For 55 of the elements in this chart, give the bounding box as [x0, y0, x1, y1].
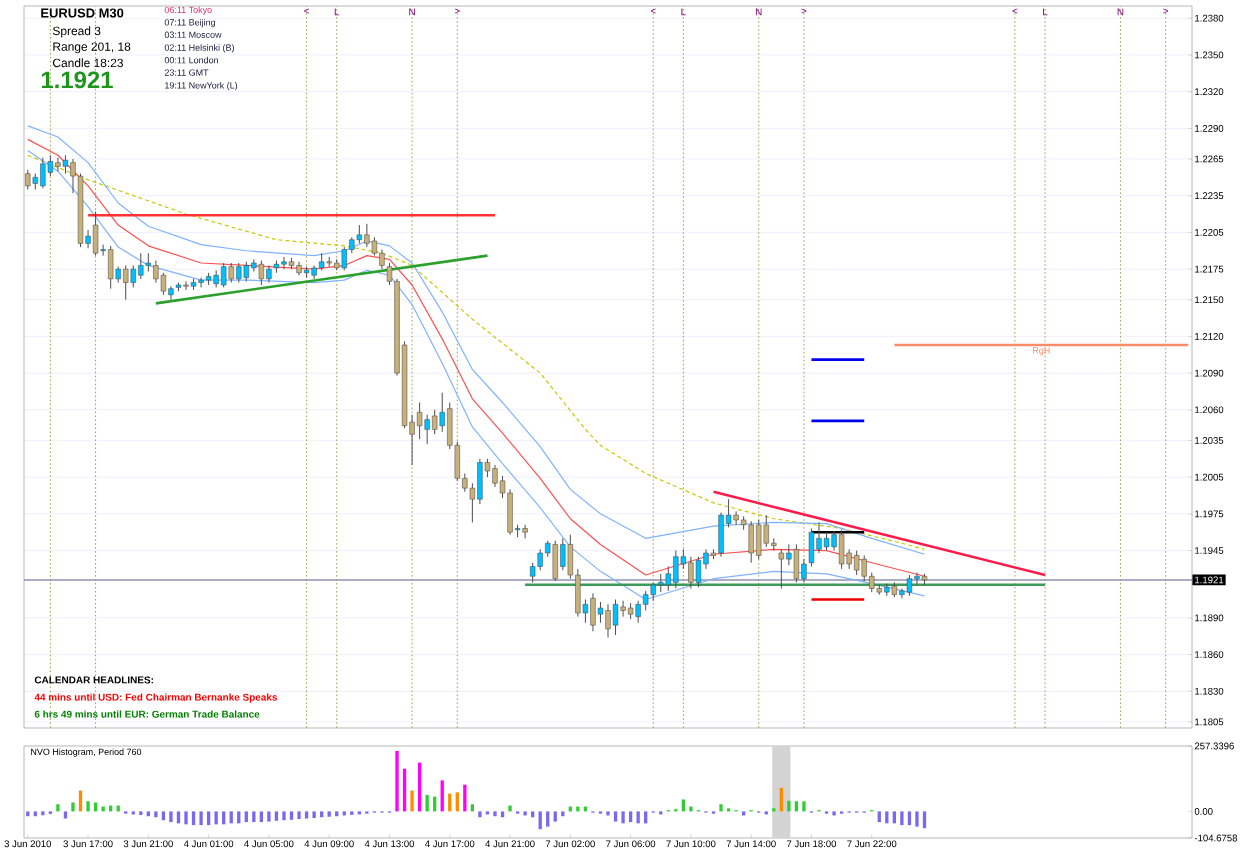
- candlestick: [424, 414, 430, 445]
- candlestick: [281, 256, 287, 270]
- candlestick: [364, 223, 370, 248]
- candlestick: [906, 574, 913, 597]
- candlestick: [145, 252, 151, 273]
- candlestick: [643, 590, 649, 612]
- candlestick: [522, 524, 528, 539]
- candlestick: [763, 514, 769, 548]
- candlestick: [138, 252, 144, 280]
- candlestick: [221, 262, 227, 288]
- candlestick: [153, 260, 159, 284]
- candlestick: [537, 548, 543, 571]
- candlestick: [673, 550, 679, 589]
- candlestick: [552, 540, 558, 582]
- candlestick: [612, 599, 619, 636]
- candlestick: [55, 157, 61, 172]
- candlestick: [183, 280, 189, 291]
- candlestick: [778, 548, 784, 589]
- candlestick: [733, 510, 739, 526]
- candlestick: [658, 573, 664, 593]
- candlestick: [823, 531, 830, 552]
- candlestick: [688, 556, 694, 589]
- candlestick: [25, 169, 31, 191]
- candlestick: [228, 262, 234, 284]
- candlestick: [695, 556, 702, 588]
- candlestick: [108, 245, 114, 290]
- candlestick: [130, 264, 136, 288]
- candlestick: [620, 600, 626, 618]
- candlestick: [236, 262, 242, 284]
- candlestick: [416, 401, 423, 440]
- candlestick: [492, 464, 498, 488]
- candlestick: [432, 409, 438, 435]
- candlestick: [40, 157, 46, 189]
- candlestick: [793, 543, 800, 583]
- candlestick: [914, 572, 920, 586]
- candlestick: [605, 603, 611, 638]
- candlestick: [507, 488, 513, 536]
- candlestick: [92, 211, 99, 257]
- candlestick: [356, 224, 362, 244]
- candlestick: [560, 537, 566, 571]
- candlestick: [341, 246, 347, 271]
- annotation: 1.1921: [41, 71, 113, 89]
- candlestick: [748, 520, 754, 564]
- candlestick: [854, 550, 860, 576]
- candlestick: [861, 554, 867, 582]
- candlestick: [838, 529, 845, 570]
- candlestick: [756, 519, 762, 560]
- candlestick: [650, 581, 656, 602]
- candlestick: [243, 261, 249, 282]
- candlestick: [477, 458, 483, 505]
- candlestick: [258, 260, 265, 286]
- candlestick: [123, 264, 129, 301]
- candlestick: [718, 512, 724, 558]
- candlestick: [635, 600, 641, 624]
- candlestick: [590, 592, 596, 632]
